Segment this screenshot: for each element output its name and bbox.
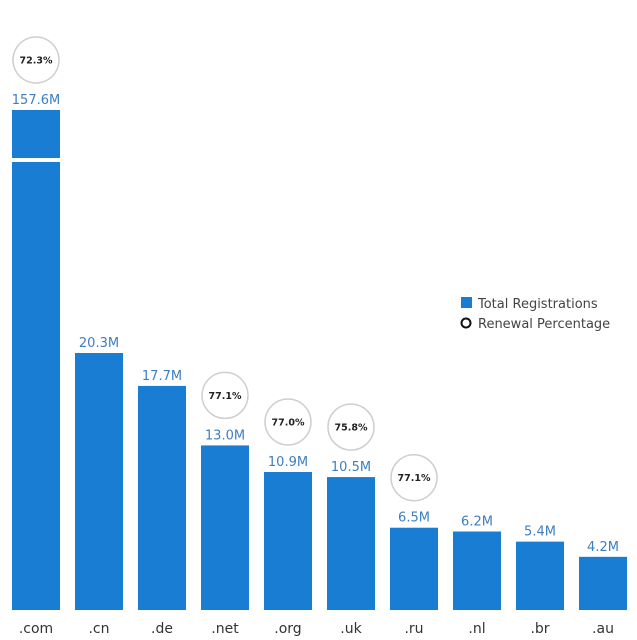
bar-com-upper: [12, 110, 60, 158]
category-label: .com: [19, 621, 53, 637]
bar-com-lower: [12, 162, 60, 610]
category-label: .org: [274, 621, 301, 637]
bar-de: [138, 385, 186, 610]
bar-br: [516, 541, 564, 610]
category-label: .au: [592, 621, 614, 637]
category-label: .cn: [88, 621, 109, 637]
category-label: .ru: [404, 621, 423, 637]
renewal-label: 77.1%: [398, 473, 431, 484]
bar-nl: [453, 531, 501, 610]
value-label: 10.5M: [331, 460, 371, 475]
renewal-circle: [264, 398, 312, 446]
renewal-label: 75.8%: [335, 423, 368, 434]
category-label: .uk: [340, 621, 362, 637]
renewal-circle: [12, 36, 60, 84]
renewal-label: 77.0%: [272, 418, 305, 429]
legend: Total Registrations Renewal Percentage: [460, 297, 610, 332]
value-label: 13.0M: [205, 428, 245, 443]
value-label: 6.5M: [398, 511, 430, 526]
renewal-circle: [390, 453, 438, 502]
renewal-circle: [201, 371, 249, 420]
value-label: 6.2M: [461, 515, 493, 530]
category-label: .nl: [468, 621, 485, 637]
legend-swatch-renewal: [460, 317, 472, 329]
category-label: .br: [530, 621, 549, 637]
value-label: 5.4M: [524, 525, 556, 540]
bar-uk: [327, 477, 375, 610]
legend-swatch-registrations: [461, 297, 472, 308]
renewal-label: 72.3%: [20, 56, 53, 67]
value-label: 157.6M: [12, 93, 60, 108]
value-label: 10.9M: [268, 455, 308, 470]
value-label: 4.2M: [587, 540, 619, 555]
bar-org: [264, 472, 312, 610]
category-label: .de: [151, 621, 173, 637]
legend-label-renewal: Renewal Percentage: [478, 317, 610, 332]
renewal-circle: [327, 403, 375, 451]
value-label: 17.7M: [142, 369, 182, 384]
category-label: .net: [211, 621, 239, 637]
value-label: 20.3M: [79, 336, 119, 351]
renewal-label: 77.1%: [209, 391, 242, 402]
legend-label-registrations: Total Registrations: [477, 297, 598, 312]
bar-au: [579, 556, 627, 610]
bar-ru: [390, 527, 438, 610]
bar-cn: [75, 353, 123, 610]
bar-net: [201, 445, 249, 610]
